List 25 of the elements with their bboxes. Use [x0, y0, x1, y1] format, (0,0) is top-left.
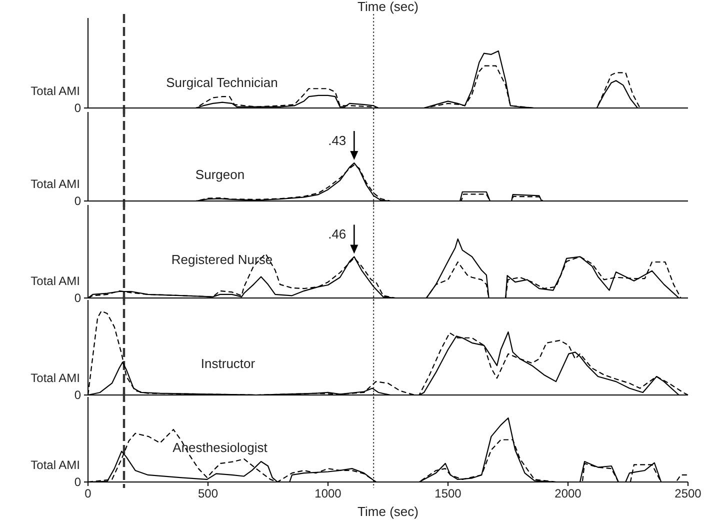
text: Registered Nurse	[171, 252, 273, 267]
y-axis-title: Total AMI	[30, 371, 80, 385]
x-tick-label: 1000	[314, 486, 342, 501]
x-tick-label: 0	[84, 486, 92, 501]
text: Instructor	[200, 356, 256, 371]
text: 0	[74, 101, 82, 116]
text: 0	[74, 475, 82, 490]
chart-title: Surgeon	[195, 167, 245, 182]
y-axis-title: Total AMI	[30, 274, 80, 288]
text: Anesthesiologist	[172, 440, 268, 455]
y-axis-title: Total AMI	[30, 177, 80, 191]
y-axis-title: Total AMI	[30, 458, 80, 472]
x-tick-label: 500	[198, 486, 218, 501]
x-tick-label: 1500	[434, 486, 462, 501]
y-axis-title: Total AMI	[30, 84, 80, 98]
annotation: .46	[328, 226, 346, 242]
x-axis-title: Time (sec)	[358, 504, 418, 519]
text: 0	[74, 291, 82, 306]
x2-axis-title: Time (sec)	[358, 0, 418, 14]
x-tick-label: 2500	[674, 486, 702, 501]
text: 0	[74, 388, 82, 402]
text: 0	[74, 194, 82, 208]
annotation: .43	[328, 133, 346, 148]
text: Surgical Technician	[166, 75, 278, 90]
x-tick-label: 2000	[554, 486, 582, 501]
